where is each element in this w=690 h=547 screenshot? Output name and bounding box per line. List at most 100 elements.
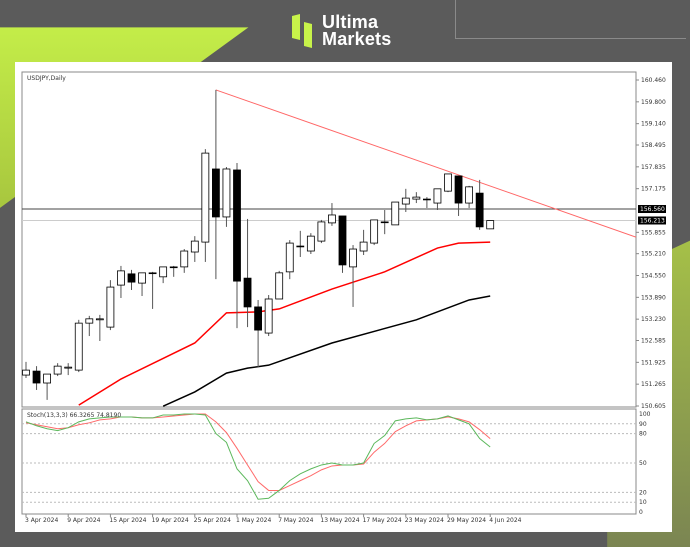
x-tick-label: 7 May 2024 <box>278 517 313 524</box>
candle <box>148 271 157 309</box>
candle-body-bear <box>243 277 252 308</box>
candle <box>74 319 83 373</box>
candle-body-bull <box>74 322 83 371</box>
stoch-tick-label: 20 <box>639 489 647 496</box>
y-tick-label: 155.855 <box>641 229 666 236</box>
candle-body-bull <box>317 221 326 242</box>
candle <box>243 218 252 328</box>
x-tick-label: 17 May 2024 <box>363 517 402 524</box>
candle-body-bull <box>180 250 189 268</box>
price-label-box <box>638 205 666 214</box>
candle <box>127 269 136 291</box>
candle-body-bull <box>401 197 410 205</box>
y-tick-label: 157.835 <box>641 164 666 171</box>
candle <box>138 272 146 297</box>
candle-body-bull <box>349 248 357 268</box>
brand-logo: Ultima Markets <box>292 12 391 48</box>
candle <box>454 175 463 216</box>
candle-body-bear <box>32 370 41 384</box>
candle <box>53 363 62 377</box>
candle <box>254 299 263 368</box>
candle-body-bull <box>64 366 73 369</box>
candle-body-bull <box>486 220 495 230</box>
x-tick-label: 13 May 2024 <box>320 517 359 524</box>
x-tick-label: 3 Apr 2024 <box>25 517 58 524</box>
chart-title: USDJPY,Daily <box>27 75 66 82</box>
candle-body-bull <box>117 270 125 286</box>
candle-body-bull <box>391 201 400 226</box>
candle-body-bull <box>444 173 452 192</box>
candle-body-bear <box>127 273 136 283</box>
candle-body-bull <box>264 298 273 334</box>
candle <box>296 230 305 257</box>
y-tick-label: 151.925 <box>641 359 666 366</box>
candle-body-bear <box>475 192 484 228</box>
candle <box>433 188 442 211</box>
x-tick-label: 1 May 2024 <box>236 517 271 524</box>
price-label: 156.560 <box>640 206 665 213</box>
candle-body-bull <box>285 242 294 273</box>
y-tick-label: 152.585 <box>641 338 666 345</box>
candle-body-bear <box>338 215 347 266</box>
candle <box>201 149 210 262</box>
stoch-tick-label: 100 <box>639 411 651 418</box>
x-tick-label: 23 May 2024 <box>405 517 444 524</box>
candle <box>359 229 368 255</box>
candle-body-bear <box>211 168 220 218</box>
candle <box>233 163 241 329</box>
candle-body-bull <box>95 318 104 321</box>
stoch-d-line <box>25 413 491 491</box>
candle <box>180 249 189 273</box>
stoch-tick-label: 0 <box>639 509 643 516</box>
main-panel <box>21 71 637 408</box>
stoch-k-line <box>25 413 491 500</box>
price-label-box <box>638 216 666 225</box>
brand-line1: Ultima <box>322 12 379 32</box>
candle <box>328 203 336 226</box>
x-tick-label: 25 Apr 2024 <box>194 517 231 524</box>
candle <box>264 295 273 337</box>
candle <box>106 280 115 331</box>
candle <box>412 192 421 204</box>
price-label: 156.213 <box>640 217 665 224</box>
candle-body-bull <box>190 240 199 253</box>
candle-body-bear <box>233 169 241 282</box>
background-decoration <box>455 0 686 39</box>
candle-body-bull <box>275 272 284 300</box>
candle <box>370 219 379 246</box>
candle <box>169 265 178 277</box>
brand-name: Ultima Markets <box>322 12 391 48</box>
y-tick-label: 157.175 <box>641 186 666 193</box>
candle-body-bull <box>138 272 146 284</box>
plot-layer: 160.460 159.800 159.140 158.495 157.835 157.1… <box>21 71 666 524</box>
candle <box>338 215 347 273</box>
x-tick-label: 15 Apr 2024 <box>109 517 146 524</box>
candle <box>380 210 389 235</box>
x-tick-label: 4 Jun 2024 <box>489 517 521 524</box>
stoch-tick-label: 90 <box>639 421 647 428</box>
y-tick-label: 153.230 <box>641 316 666 323</box>
candle <box>95 314 104 341</box>
candle-body-bear <box>454 175 463 204</box>
candle <box>190 236 199 262</box>
candle <box>317 219 326 244</box>
candle-body-bull <box>53 365 62 375</box>
y-tick-label: 150.605 <box>641 403 666 410</box>
stoch-panel <box>21 408 637 515</box>
candle <box>465 185 474 209</box>
candle-body-bull <box>169 266 178 269</box>
candle-body-bull <box>222 168 231 218</box>
candle-body-bull <box>412 196 421 200</box>
ultima-logo-icon <box>292 14 312 48</box>
candle-body-bull <box>159 266 168 278</box>
candle-body-bull <box>201 152 210 243</box>
candle <box>285 240 294 280</box>
candle <box>211 89 220 280</box>
trendline <box>215 89 637 238</box>
y-tick-label: 151.265 <box>641 381 666 388</box>
candle <box>486 220 495 230</box>
ma-red-line <box>78 241 491 406</box>
ma-black-line <box>162 295 491 407</box>
stoch-label: Stoch(13,3,3) 66.3265 74.8190 <box>27 412 121 419</box>
